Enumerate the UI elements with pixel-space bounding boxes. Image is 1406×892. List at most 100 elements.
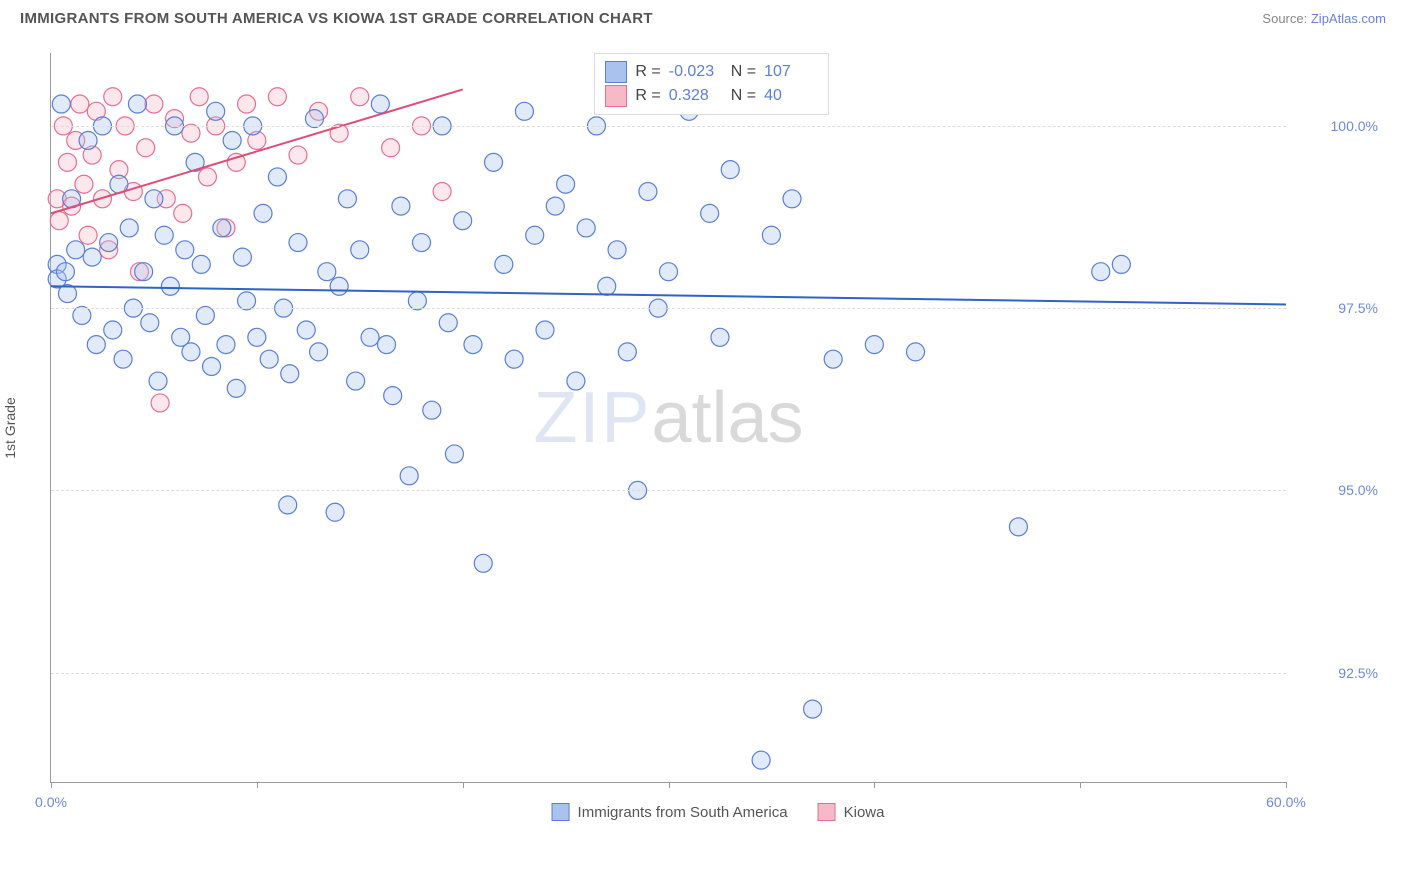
data-point (135, 263, 153, 281)
x-tick (257, 782, 258, 788)
legend-n-label: N = (731, 84, 756, 108)
data-point (104, 88, 122, 106)
data-point (52, 95, 70, 113)
data-point (577, 219, 595, 237)
y-tick-label: 100.0% (1298, 118, 1378, 134)
data-point (289, 146, 307, 164)
data-point (149, 372, 167, 390)
data-point (378, 336, 396, 354)
data-point (907, 343, 925, 361)
data-point (56, 263, 74, 281)
data-point (392, 197, 410, 215)
series-legend: Immigrants from South America Kiowa (552, 803, 885, 821)
data-point (433, 183, 451, 201)
data-point (318, 263, 336, 281)
data-point (546, 197, 564, 215)
trend-line (51, 89, 463, 213)
data-point (1112, 255, 1130, 273)
legend-n-label: N = (731, 60, 756, 84)
data-point (608, 241, 626, 259)
legend-n-value: 107 (764, 60, 818, 84)
data-point (347, 372, 365, 390)
correlation-legend: R =-0.023N =107R =0.328N =40 (594, 53, 829, 115)
data-point (598, 277, 616, 295)
data-point (310, 343, 328, 361)
data-point (233, 248, 251, 266)
source-attribution: Source: ZipAtlas.com (1262, 11, 1386, 26)
data-point (203, 357, 221, 375)
data-point (50, 212, 68, 230)
data-point (120, 219, 138, 237)
x-tick (669, 782, 670, 788)
data-point (79, 131, 97, 149)
data-point (268, 88, 286, 106)
data-point (289, 234, 307, 252)
data-point (439, 314, 457, 332)
data-point (351, 241, 369, 259)
legend-row: R =0.328N =40 (605, 84, 818, 108)
data-point (58, 153, 76, 171)
data-point (71, 95, 89, 113)
source-link[interactable]: ZipAtlas.com (1311, 11, 1386, 26)
data-point (400, 467, 418, 485)
data-point (176, 241, 194, 259)
legend-label: Kiowa (844, 804, 885, 821)
data-point (804, 700, 822, 718)
data-point (326, 503, 344, 521)
legend-label: Immigrants from South America (578, 804, 788, 821)
data-point (618, 343, 636, 361)
legend-r-label: R = (635, 84, 660, 108)
data-point (79, 226, 97, 244)
data-point (190, 88, 208, 106)
x-tick (1286, 782, 1287, 788)
data-point (371, 95, 389, 113)
data-point (87, 336, 105, 354)
data-point (155, 226, 173, 244)
x-tick (51, 782, 52, 788)
data-point (505, 350, 523, 368)
data-point (248, 328, 266, 346)
data-point (192, 255, 210, 273)
data-point (474, 554, 492, 572)
y-axis-label: 1st Grade (2, 397, 18, 458)
data-point (100, 234, 118, 252)
data-point (485, 153, 503, 171)
legend-swatch (605, 85, 627, 107)
data-point (495, 255, 513, 273)
y-tick-label: 95.0% (1298, 482, 1378, 498)
plot-area: ZIPatlas R =-0.023N =107R =0.328N =40 92… (50, 53, 1286, 783)
data-point (711, 328, 729, 346)
gridline-h (51, 673, 1286, 674)
data-point (198, 168, 216, 186)
data-point (762, 226, 780, 244)
legend-item: Kiowa (818, 803, 885, 821)
data-point (161, 277, 179, 295)
data-point (330, 277, 348, 295)
gridline-h (51, 490, 1286, 491)
data-point (75, 175, 93, 193)
data-point (238, 95, 256, 113)
chart-title: IMMIGRANTS FROM SOUTH AMERICA VS KIOWA 1… (20, 10, 653, 27)
data-point (382, 139, 400, 157)
data-point (567, 372, 585, 390)
data-point (557, 175, 575, 193)
legend-r-value: 0.328 (669, 84, 723, 108)
data-point (384, 387, 402, 405)
data-point (128, 95, 146, 113)
data-point (260, 350, 278, 368)
data-point (114, 350, 132, 368)
data-point (351, 88, 369, 106)
data-point (67, 241, 85, 259)
data-point (1009, 518, 1027, 536)
data-point (279, 496, 297, 514)
data-point (254, 204, 272, 222)
legend-row: R =-0.023N =107 (605, 60, 818, 84)
legend-swatch (605, 61, 627, 83)
data-point (701, 204, 719, 222)
x-tick (1080, 782, 1081, 788)
data-point (660, 263, 678, 281)
data-point (824, 350, 842, 368)
data-point (445, 445, 463, 463)
data-point (783, 190, 801, 208)
data-point (182, 343, 200, 361)
